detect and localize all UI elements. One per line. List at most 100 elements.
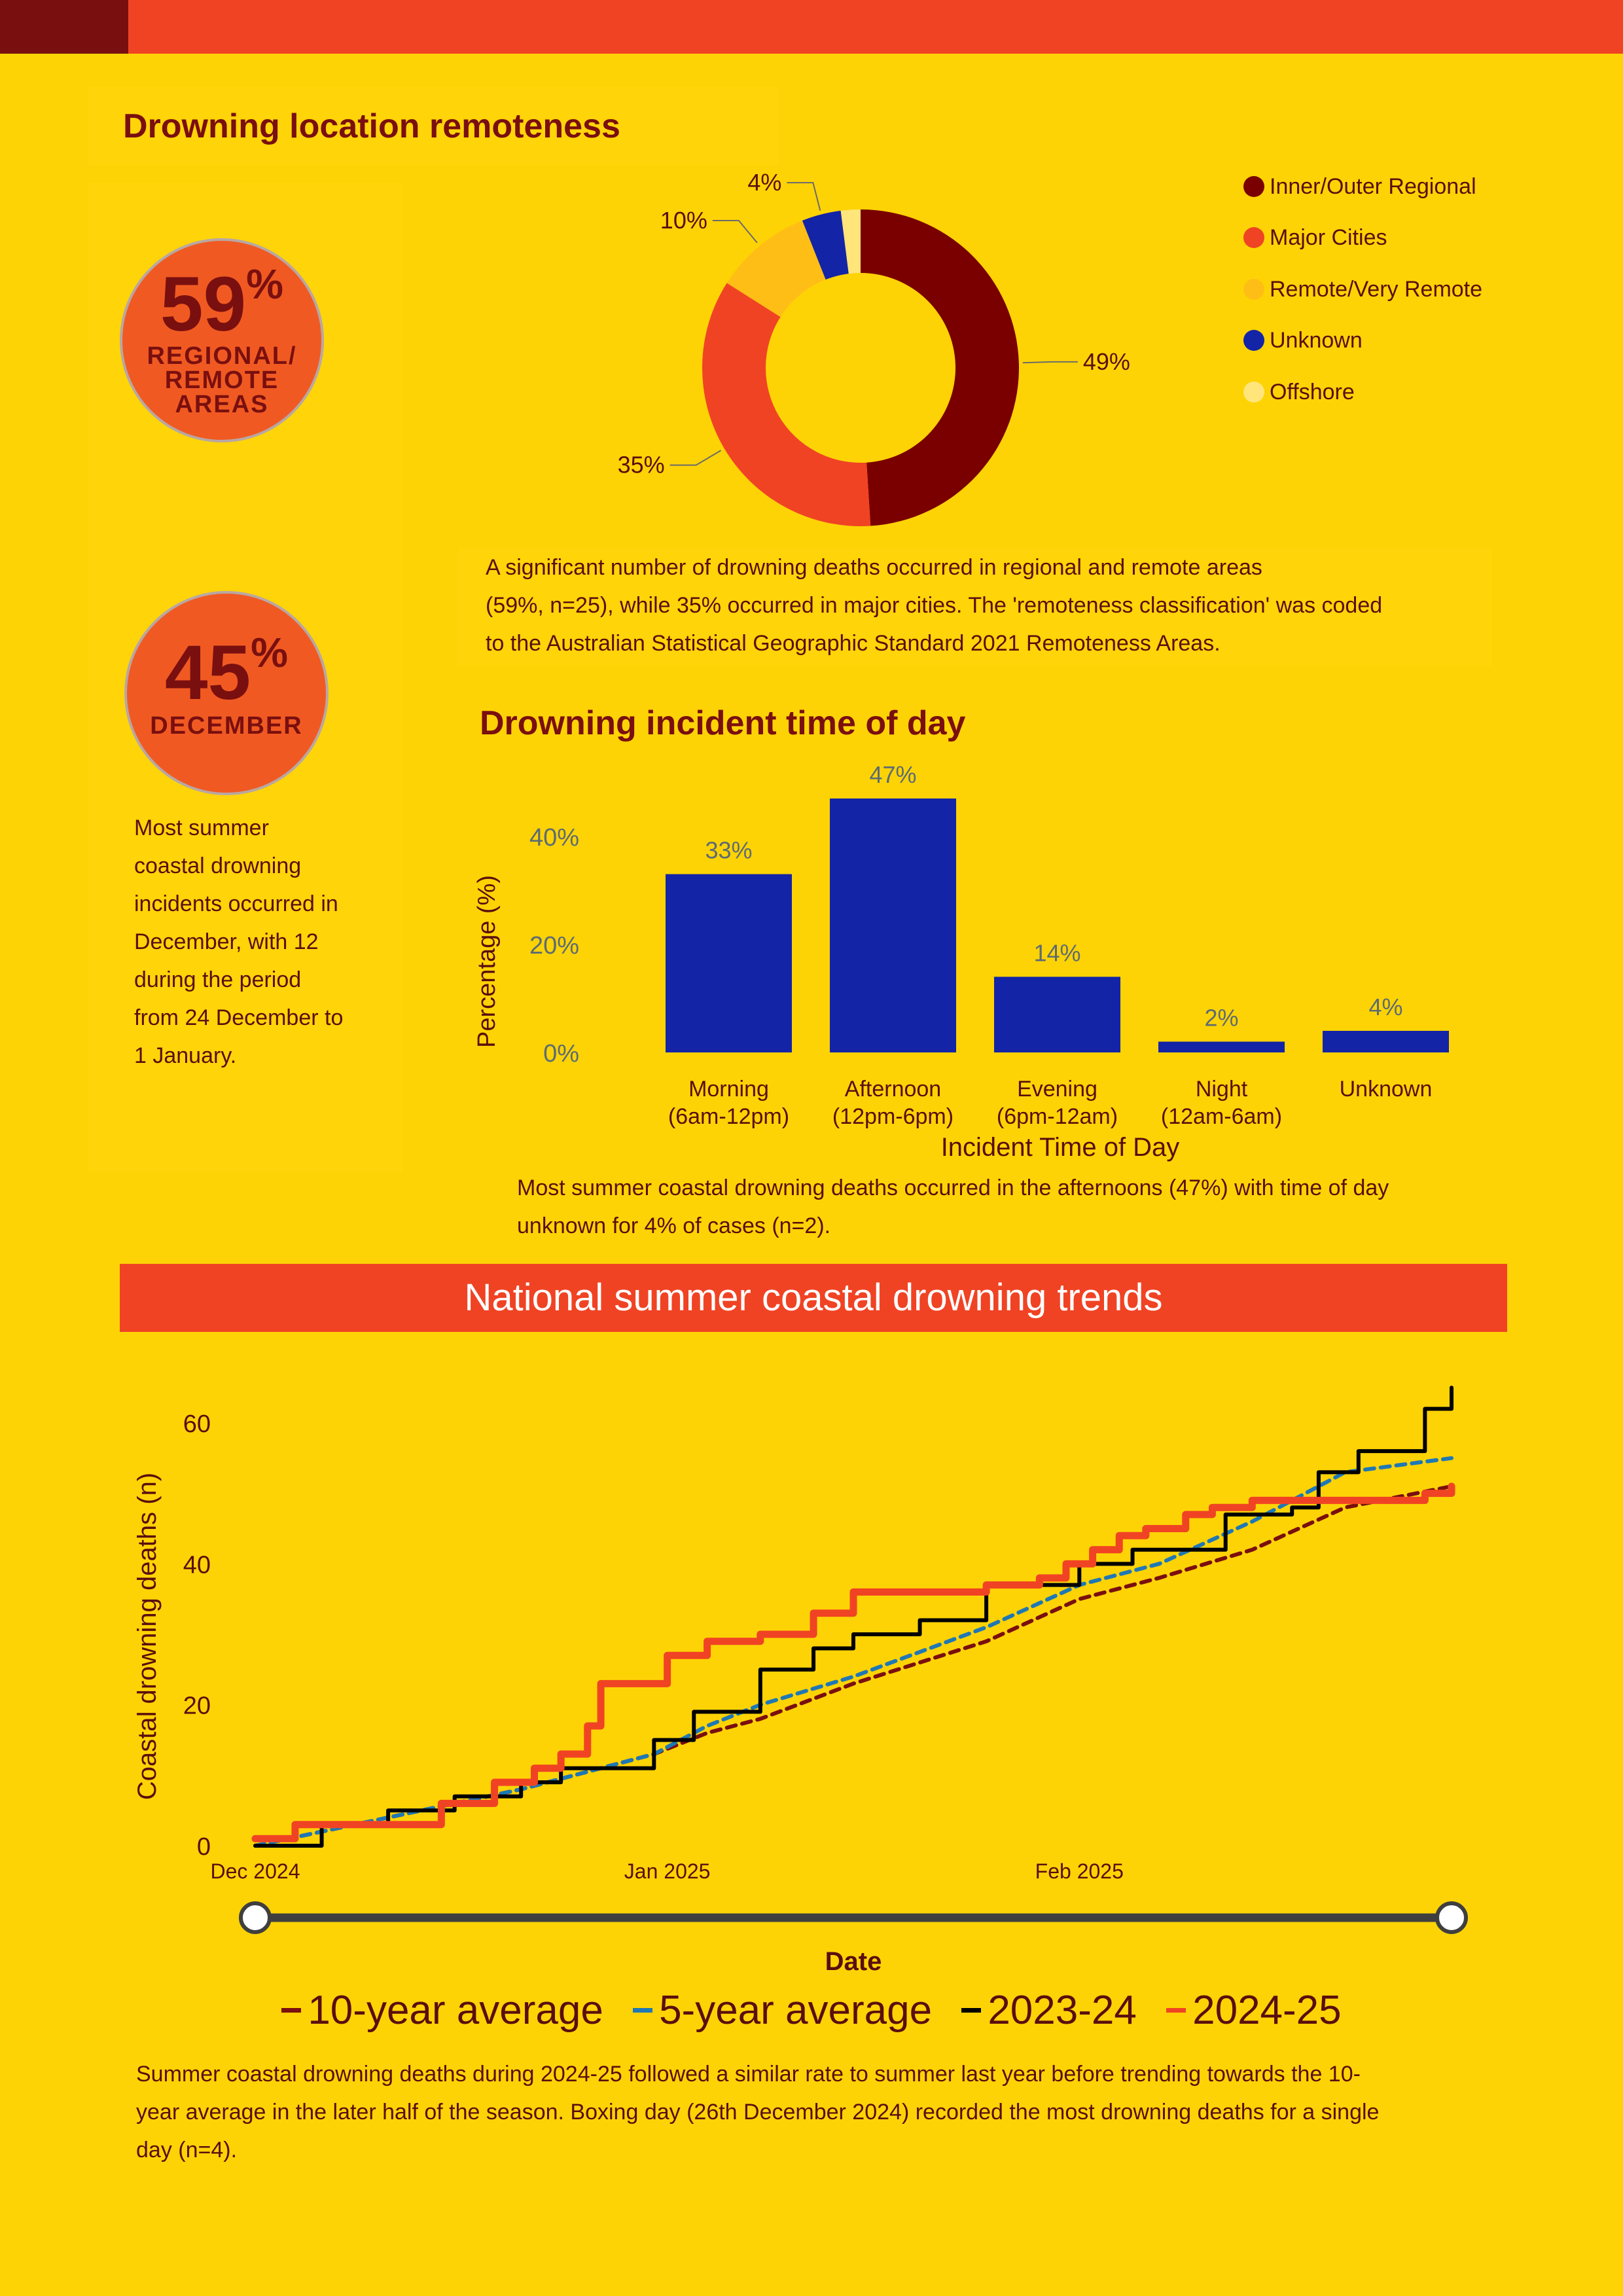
remoteness-description-line: A significant number of drowning deaths … bbox=[486, 555, 1262, 580]
line-y-tick-label: 60 bbox=[183, 1410, 211, 1438]
legend-item-2024-25: 2024-25 bbox=[1166, 1987, 1342, 2034]
top-banner-bar bbox=[0, 0, 1623, 54]
bar-x-tick-label: (12pm-6pm) bbox=[832, 1104, 954, 1129]
bar bbox=[1323, 1030, 1449, 1052]
bar-data-label: 2% bbox=[1204, 1004, 1238, 1031]
donut-legend: Inner/Outer Regional Major Cities Remote… bbox=[1243, 173, 1531, 422]
legend-swatch bbox=[1243, 330, 1264, 351]
legend-label: Offshore bbox=[1270, 380, 1355, 404]
trends-caption-line: year average in the later half of the se… bbox=[136, 2100, 1380, 2125]
legend-label: 2024-25 bbox=[1192, 1988, 1342, 2033]
bar bbox=[994, 977, 1120, 1052]
remoteness-title: Drowning location remoteness bbox=[123, 107, 620, 145]
legend-item-remote: Remote/Very Remote bbox=[1243, 276, 1482, 302]
donut-slice bbox=[702, 283, 871, 526]
bar-y-tick-label: 20% bbox=[529, 932, 579, 960]
time-of-day-caption-line: Most summer coastal drowning deaths occu… bbox=[517, 1175, 1389, 1200]
time-of-day-bar-chart: Percentage (%) 0% 20% 40% 33% Morning(6am-12p… bbox=[473, 761, 1449, 1162]
bar-x-tick-label: Afternoon bbox=[845, 1077, 941, 1102]
bar-y-tick-label: 0% bbox=[543, 1040, 579, 1067]
remoteness-description-line: (59%, n=25), while 35% occurred in major… bbox=[486, 593, 1383, 618]
legend-item-offshore: Offshore bbox=[1243, 379, 1355, 405]
trends-caption-line: Summer coastal drowning deaths during 20… bbox=[136, 2062, 1361, 2087]
legend-label: Major Cities bbox=[1270, 225, 1387, 250]
bar-data-label: 33% bbox=[705, 837, 752, 864]
donut-leader-line bbox=[669, 450, 722, 466]
december-description-line: during the period bbox=[134, 967, 302, 992]
slider-start-handle bbox=[239, 1901, 272, 1934]
regional-stat-label-1: REGIONAL/ bbox=[147, 342, 297, 370]
legend-item-regional: Inner/Outer Regional bbox=[1243, 173, 1476, 200]
bar-x-tick-label: (6pm-12am) bbox=[997, 1104, 1118, 1129]
december-stat-label: DECEMBER bbox=[150, 712, 303, 740]
legend-swatch bbox=[1243, 382, 1264, 403]
donut-leader-line bbox=[1022, 361, 1078, 364]
trend-series-line bbox=[253, 1484, 1454, 1848]
donut-slice bbox=[802, 210, 849, 280]
legend-item-5yr: 5-year average bbox=[633, 1987, 932, 2034]
december-description-line: coastal drowning bbox=[134, 853, 302, 878]
trend-series-line bbox=[251, 1482, 1455, 1842]
bar-x-tick-label: Morning bbox=[688, 1077, 769, 1102]
donut-leader-line bbox=[712, 220, 758, 243]
trends-caption: Summer coastal drowning deaths during 20… bbox=[136, 2055, 1379, 2169]
legend-label: Unknown bbox=[1270, 328, 1363, 353]
legend-label: Inner/Outer Regional bbox=[1270, 174, 1476, 199]
bar-data-label: 4% bbox=[1368, 994, 1402, 1020]
trends-line-chart: Coastal drowning deaths (n) 0 20 40 60 Dec 20… bbox=[133, 1386, 1468, 1976]
legend-item-10yr: 10-year average bbox=[281, 1987, 603, 2034]
slider-end-handle bbox=[1435, 1901, 1468, 1934]
bar-x-tick-label: Night bbox=[1196, 1077, 1248, 1102]
line-x-tick-label: Jan 2025 bbox=[624, 1859, 711, 1883]
bar-y-tick-label: 40% bbox=[529, 824, 579, 852]
line-x-tick-label: Dec 2024 bbox=[211, 1859, 300, 1883]
legend-item-major-cities: Major Cities bbox=[1243, 224, 1387, 251]
donut-slice bbox=[861, 209, 1019, 526]
legend-label: 5-year average bbox=[659, 1988, 933, 2033]
december-description-line: December, with 12 bbox=[134, 929, 319, 954]
legend-item-unknown: Unknown bbox=[1243, 327, 1363, 353]
regional-stat-value: 59% bbox=[160, 260, 284, 348]
line-x-tick-label: Feb 2025 bbox=[1035, 1859, 1124, 1883]
donut-data-label: 35% bbox=[618, 452, 665, 478]
trends-caption-line: day (n=4). bbox=[136, 2138, 238, 2162]
donut-slice bbox=[840, 209, 861, 274]
december-description-line: incidents occurred in bbox=[134, 891, 338, 916]
remoteness-donut-chart: 49% 35% 10% 4% bbox=[618, 169, 1130, 526]
bar bbox=[666, 874, 792, 1052]
trends-legend: 10-year average 5-year average 2023-24 2… bbox=[0, 1987, 1623, 2034]
december-description-line: Most summer bbox=[134, 816, 269, 840]
remoteness-description-line: to the Australian Statistical Geographic… bbox=[486, 631, 1221, 656]
legend-item-2023-24: 2023-24 bbox=[961, 1987, 1137, 2034]
bar-data-label: 14% bbox=[1033, 939, 1080, 966]
trend-series-line bbox=[253, 1386, 1454, 1848]
december-stat-value: 45% bbox=[164, 629, 289, 716]
donut-leader-line bbox=[787, 182, 821, 211]
description-panel bbox=[458, 548, 1492, 666]
december-stat-circle: 45% DECEMBER bbox=[124, 591, 329, 795]
legend-label: Remote/Very Remote bbox=[1270, 277, 1483, 302]
legend-swatch bbox=[281, 2008, 302, 2013]
donut-slice bbox=[726, 220, 826, 317]
time-of-day-title: Drowning incident time of day bbox=[480, 704, 966, 742]
bar-x-tick-label: Unknown bbox=[1340, 1077, 1433, 1102]
line-y-tick-label: 40 bbox=[183, 1551, 211, 1579]
trends-banner: National summer coastal drowning trends bbox=[120, 1264, 1507, 1332]
line-x-axis-label: Date bbox=[825, 1947, 882, 1976]
line-y-tick-label: 20 bbox=[183, 1693, 211, 1720]
time-of-day-caption-line: unknown for 4% of cases (n=2). bbox=[517, 1213, 831, 1238]
bar bbox=[1158, 1041, 1285, 1052]
title-panel bbox=[88, 86, 779, 165]
donut-data-label: 49% bbox=[1083, 348, 1130, 375]
time-of-day-caption: Most summer coastal drowning deaths occu… bbox=[517, 1169, 1389, 1245]
legend-label: 10-year average bbox=[308, 1988, 603, 2033]
top-banner-accent bbox=[0, 0, 128, 54]
bar-x-tick-label: (12am-6am) bbox=[1161, 1104, 1282, 1129]
legend-swatch bbox=[1243, 227, 1264, 248]
remoteness-description: A significant number of drowning deaths … bbox=[486, 548, 1382, 662]
december-description: Most summer coastal drowning incidents o… bbox=[134, 809, 343, 1075]
bar bbox=[830, 798, 956, 1052]
bar-x-axis-label: Incident Time of Day bbox=[941, 1133, 1180, 1162]
bar-x-tick-label: (6am-12pm) bbox=[668, 1104, 789, 1129]
line-y-axis-label: Coastal drowning deaths (n) bbox=[133, 1473, 162, 1800]
